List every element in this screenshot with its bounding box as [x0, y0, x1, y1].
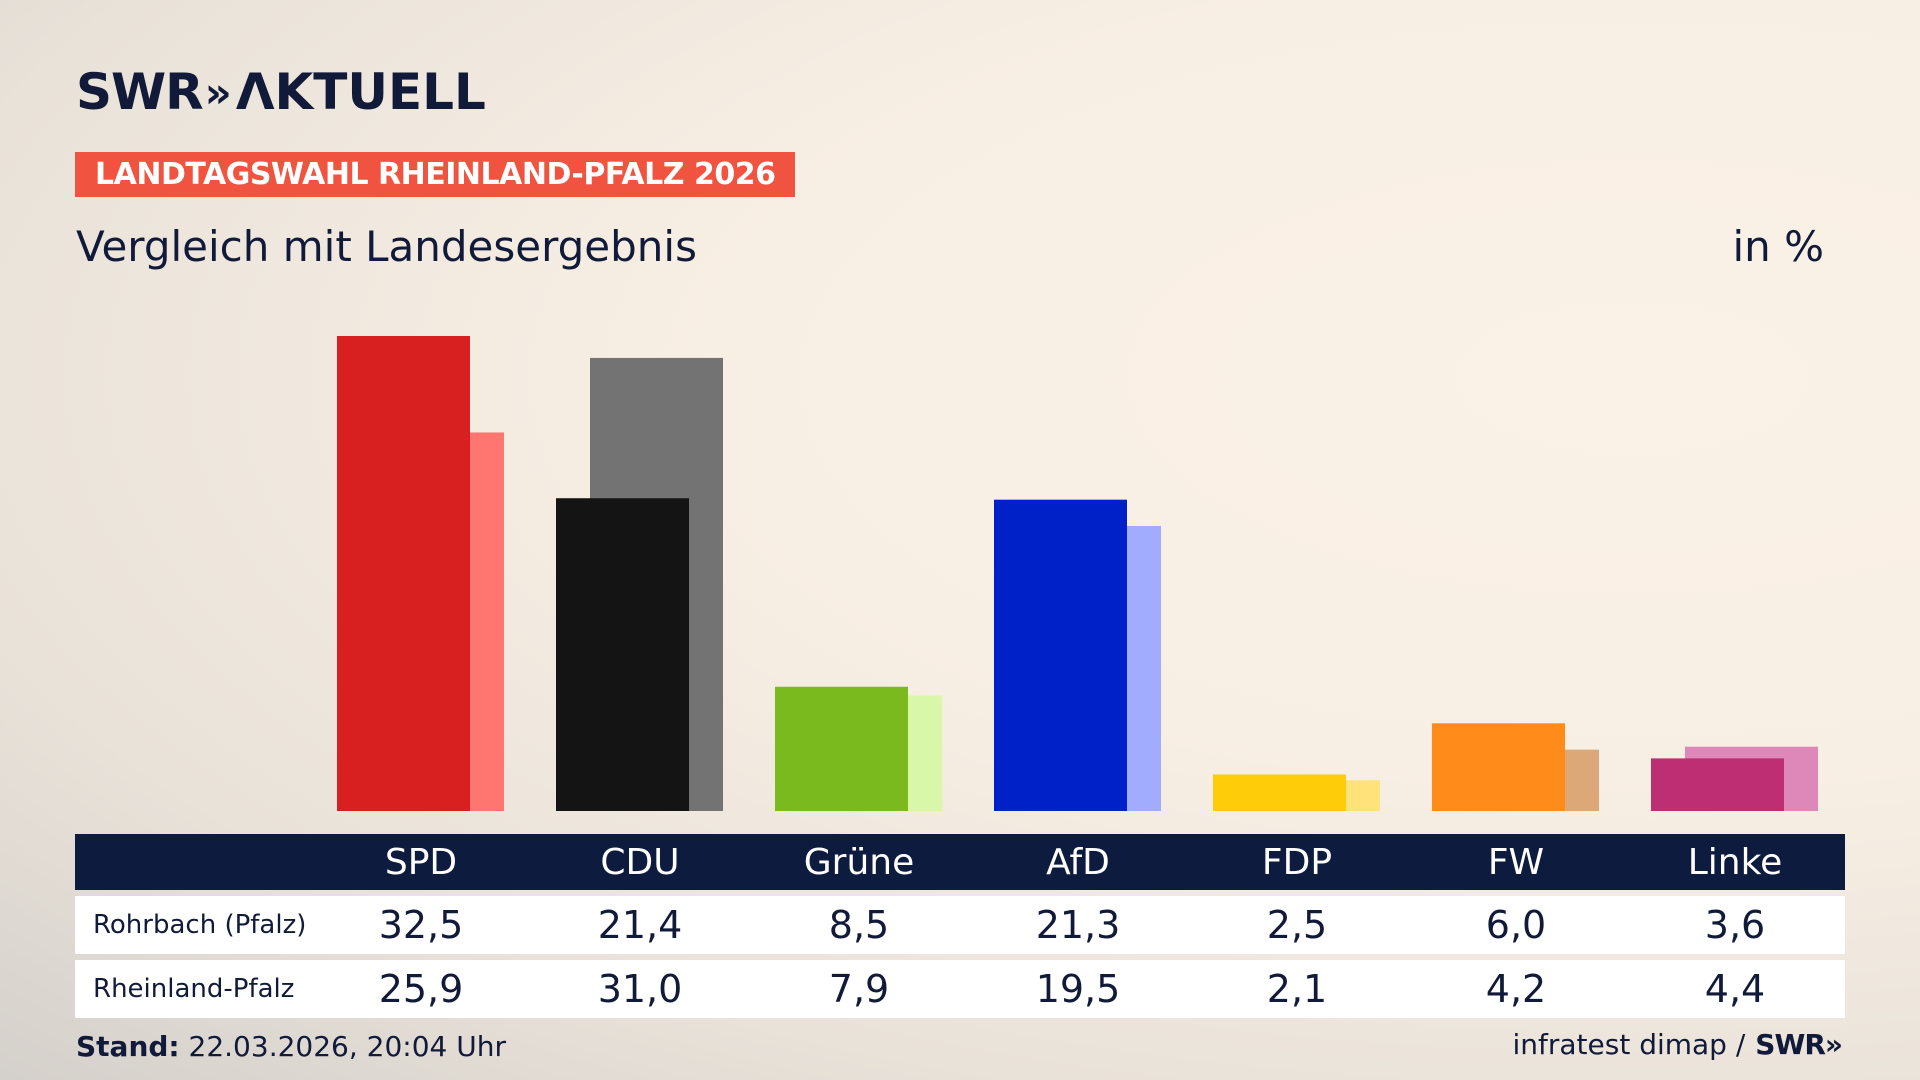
- bar-fdp-rohrbach: [1213, 774, 1346, 811]
- value-label: 8,5: [828, 903, 890, 947]
- value-label: 2,5: [1266, 903, 1328, 947]
- bar-cdu-rohrbach: [556, 498, 689, 811]
- table-row: Rohrbach (Pfalz) 32,5 21,4 8,5 21,3 2,5 6,0 3,…: [75, 896, 1845, 954]
- source-credit: infratest dimap / SWR»: [1512, 1028, 1843, 1061]
- swr-aktuell-logo: SWR » ΛKTUELL: [76, 63, 486, 121]
- logo-aktuell: ΛKTUELL: [235, 63, 486, 121]
- value-label: 19,5: [1035, 967, 1121, 1011]
- bar-linke-rohrbach: [1651, 758, 1784, 811]
- row-label: Rheinland-Pfalz: [93, 974, 295, 1004]
- value-label: 6,0: [1485, 903, 1547, 947]
- election-badge: LANDTAGSWAHL RHEINLAND-PFALZ 2026: [75, 152, 796, 197]
- value-label: 32,5: [378, 903, 464, 947]
- category-label: FDP: [1261, 841, 1333, 883]
- value-label: 4,2: [1485, 967, 1547, 1011]
- value-label: 21,3: [1035, 903, 1121, 947]
- value-label: 4,4: [1704, 967, 1766, 1011]
- category-label: Linke: [1687, 841, 1783, 883]
- category-label: SPD: [384, 841, 458, 883]
- value-label: 3,6: [1704, 903, 1766, 947]
- value-label: 25,9: [378, 967, 464, 1011]
- category-label: AfD: [1046, 841, 1110, 883]
- value-label: 2,1: [1266, 967, 1328, 1011]
- bar-spd-rohrbach: [337, 336, 470, 811]
- unit-label: in %: [1732, 222, 1824, 271]
- timestamp: Stand: 22.03.2026, 20:04 Uhr: [76, 1030, 506, 1063]
- results-table: SPD CDU Grüne AfD FDP FW Linke Rohrbach (Pfalz…: [75, 834, 1845, 1018]
- category-label: Grüne: [803, 841, 915, 883]
- table-header: SPD CDU Grüne AfD FDP FW Linke: [75, 834, 1845, 890]
- bar-grüne-rohrbach: [775, 686, 908, 811]
- source-brand: SWR»: [1755, 1028, 1843, 1061]
- source-text: infratest dimap /: [1512, 1028, 1746, 1061]
- logo-swr: SWR: [76, 63, 204, 121]
- row-label: Rohrbach (Pfalz): [93, 910, 307, 940]
- bar-fw-rohrbach: [1432, 723, 1565, 811]
- chart-subtitle: Vergleich mit Landesergebnis: [76, 222, 697, 271]
- stand-label: Stand:: [76, 1030, 180, 1063]
- category-label: FW: [1487, 841, 1545, 883]
- value-label: 7,9: [828, 967, 890, 1011]
- category-label: CDU: [600, 841, 680, 883]
- table-row: Rheinland-Pfalz 25,9 31,0 7,9 19,5 2,1 4,2 4,4: [75, 960, 1845, 1018]
- stand-value: 22.03.2026, 20:04 Uhr: [188, 1030, 506, 1063]
- value-label: 31,0: [597, 967, 683, 1011]
- bar-afd-rohrbach: [994, 499, 1127, 811]
- value-label: 21,4: [597, 903, 683, 947]
